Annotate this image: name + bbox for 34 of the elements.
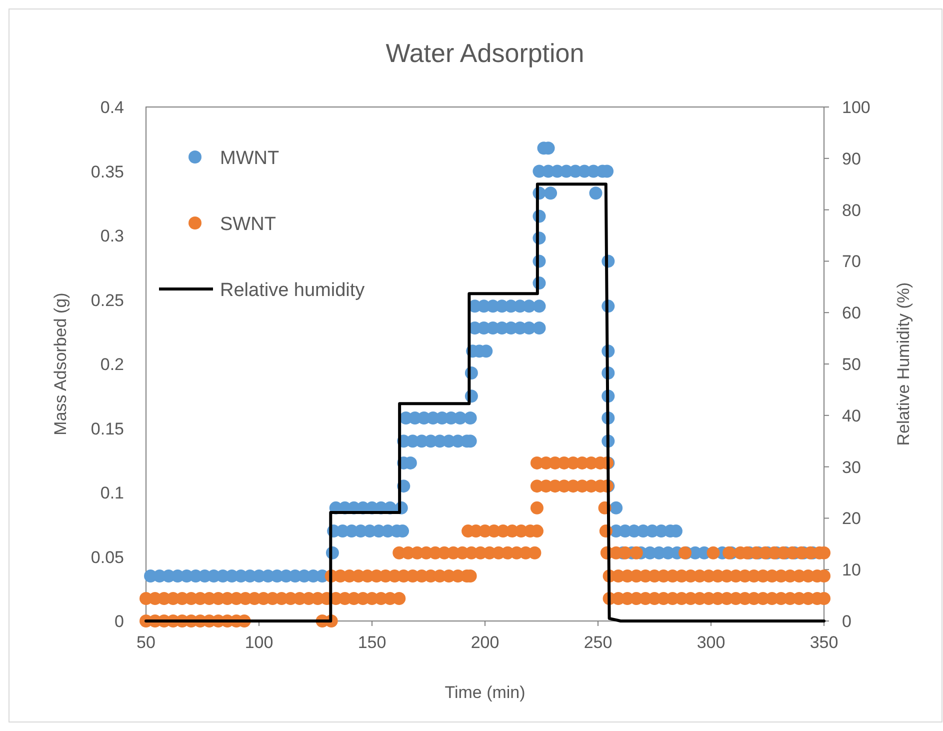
y2-tick-label: 40 <box>842 406 861 426</box>
y2-tick-label: 10 <box>842 560 861 580</box>
legend-label: SWNT <box>220 214 276 235</box>
y-tick-label: 0.1 <box>100 484 124 502</box>
x-tick-label: 150 <box>358 633 386 652</box>
y2-tick-label: 80 <box>842 200 861 220</box>
x-tick-label: 50 <box>136 633 156 652</box>
y-tick-label: 0.35 <box>90 162 124 182</box>
y2-tick-label: 70 <box>842 252 861 272</box>
x-tick-label: 100 <box>244 633 274 652</box>
y-tick-label: 0.15 <box>90 419 124 438</box>
y-tick-label: 0.05 <box>90 548 124 567</box>
y-tick-label: 0.2 <box>100 355 124 374</box>
y2-tick-label: 100 <box>842 98 870 117</box>
y-tick-label: 0.4 <box>100 98 124 117</box>
y2-tick-label: 30 <box>842 458 861 477</box>
y2-tick-label: 90 <box>842 149 861 168</box>
x-axis-title: Time (min) <box>444 683 526 702</box>
y2-tick-label: 50 <box>842 355 861 374</box>
y2-tick-label: 20 <box>842 509 861 528</box>
legend-label: MWNT <box>220 148 280 169</box>
y-tick-label: 0 <box>114 612 124 631</box>
chart-title: Water Adsorption <box>386 38 584 68</box>
y2-tick-label: 0 <box>842 612 852 631</box>
y-tick-label: 0.25 <box>90 290 124 310</box>
y2-axis-title: Relative Humidity (%) <box>894 282 913 446</box>
x-tick-label: 300 <box>696 633 726 652</box>
y2-tick-label: 60 <box>842 304 861 323</box>
y-axis-title: Mass Adsorbed (g) <box>51 292 70 436</box>
x-tick-label: 250 <box>584 633 612 652</box>
x-tick-label: 350 <box>810 633 838 652</box>
x-tick-label: 200 <box>470 633 500 652</box>
legend-label: Relative humidity <box>220 280 366 301</box>
y-tick-label: 0.3 <box>100 226 124 246</box>
